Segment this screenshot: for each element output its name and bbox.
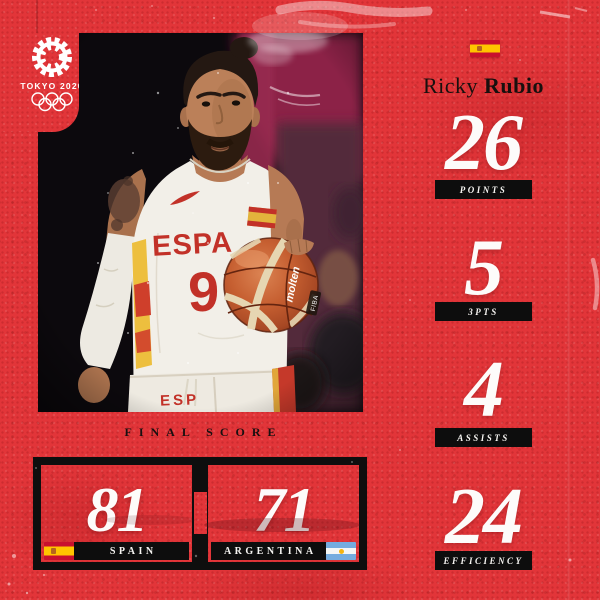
- argentina-name-bar: ARGENTINA: [211, 542, 326, 560]
- spain-score-footer: SPAIN: [44, 542, 189, 560]
- tokyo-2020-emblem-icon: [32, 37, 72, 77]
- spain-team-name: SPAIN: [109, 545, 157, 557]
- score-box-argentina: 71 ARGENTINA: [200, 457, 367, 570]
- argentina-score: 71: [253, 474, 316, 545]
- photo-vignette: [38, 33, 363, 412]
- stat-efficiency-label: EFFICIENCY: [443, 555, 524, 566]
- stat-points-label-bar: POINTS: [435, 180, 532, 199]
- final-score-title: FINAL SCORE: [124, 425, 283, 439]
- argentina-sun: [338, 548, 344, 554]
- score-box-spain: 81 SPAIN: [33, 457, 200, 570]
- stat-efficiency-value: 24: [445, 473, 523, 561]
- stat-points-label: POINTS: [459, 184, 508, 195]
- logo-wordmark: TOKYO 2020: [20, 81, 79, 91]
- player-name: Ricky Rubio: [408, 73, 559, 99]
- player-photo: ESPA 9 molten FIBA: [38, 33, 363, 412]
- spain-crest: [477, 45, 482, 52]
- stat-assists-value: 4: [464, 346, 504, 434]
- spain-flag-icon: [44, 542, 74, 560]
- player-photo-scene: ESPA 9 molten FIBA: [38, 33, 363, 412]
- olympic-rings-icon: [31, 92, 73, 112]
- argentina-score-footer: ARGENTINA: [211, 542, 356, 560]
- argentina-team-name: ARGENTINA: [223, 545, 317, 557]
- spain-score: 81: [86, 474, 149, 545]
- stat-3pts-label-bar: 3PTS: [435, 302, 532, 321]
- stat-points-value: 26: [445, 99, 523, 187]
- player-first-name: Ricky: [422, 73, 479, 98]
- argentina-flag-icon: [326, 542, 356, 560]
- stat-3pts-value: 5: [464, 224, 504, 312]
- spain-crest: [51, 548, 56, 555]
- score-divider-gap: [194, 492, 207, 534]
- stat-3pts-label: 3PTS: [468, 306, 499, 317]
- stat-efficiency-label-bar: EFFICIENCY: [435, 551, 532, 570]
- tokyo2020-logo-tab: TOKYO 2020: [0, 0, 79, 132]
- player-last-name: Rubio: [484, 73, 545, 98]
- stat-assists-label-bar: ASSISTS: [435, 428, 532, 447]
- spain-flag-icon: [470, 40, 500, 57]
- spain-name-bar: SPAIN: [74, 542, 189, 560]
- stat-assists-label: ASSISTS: [457, 432, 510, 443]
